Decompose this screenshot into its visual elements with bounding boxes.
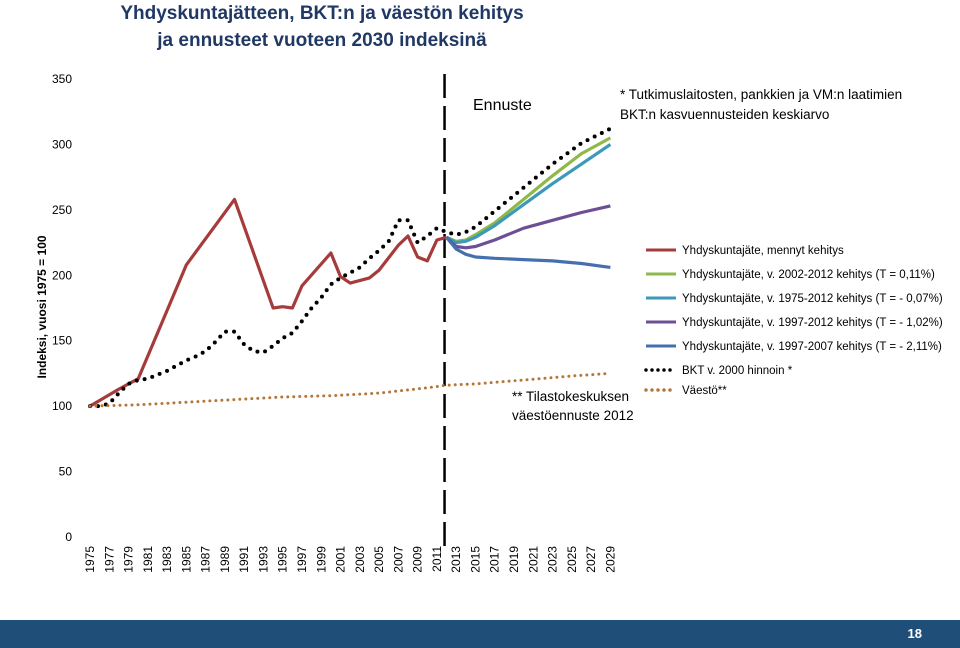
title-line-2: ja ennusteet vuoteen 2030 indeksinä (157, 30, 487, 51)
y-tick-label: 100 (52, 399, 72, 413)
gdp-note-line-2: BKT:n kasvuennusteiden keskiarvo (620, 107, 829, 122)
series-line-yhdyskuntaj-te-mennyt-kehitys (89, 197, 447, 408)
x-tick-label: 2025 (565, 546, 579, 573)
x-tick-label: 2001 (334, 546, 348, 573)
x-tick-label: 2021 (526, 546, 540, 573)
gdp-note-line-1: * Tutkimuslaitosten, pankkien ja VM:n la… (620, 87, 902, 102)
y-tick-label: 50 (59, 465, 73, 479)
x-tick-label: 1987 (199, 546, 213, 573)
page-title: Yhdyskuntajätteen, BKT:n ja väestön kehi… (72, 0, 572, 54)
series-line-v-est (88, 371, 612, 408)
page-number: 18 (907, 626, 922, 641)
series-line-yhdyskuntaj-te-v-1997-2007-kehitys-t-2-11 (445, 236, 611, 269)
title-line-1: Yhdyskuntajätteen, BKT:n ja väestön kehi… (120, 3, 524, 24)
y-tick-label: 0 (65, 530, 72, 544)
x-tick-label: 1985 (179, 546, 193, 573)
y-tick-label: 250 (52, 203, 72, 217)
legend-label-bkt-v-2000-hinnoin: BKT v. 2000 hinnoin * (682, 365, 793, 377)
x-tick-label: 2019 (507, 546, 521, 573)
y-tick-label: 150 (52, 334, 72, 348)
x-axis-ticks: 1975 1977 1979 1981 1983 1985 1987 1989 1991 1993… (83, 546, 617, 573)
x-tick-label: 2017 (488, 546, 502, 573)
y-axis-label: Indeksi, vuosi 1975 = 100 (35, 235, 49, 378)
legend-label-yhdyskuntaj-te-v-1975-2012-kehitys-t-0-07: Yhdyskuntajäte, v. 1975-2012 kehitys (T … (682, 293, 943, 305)
x-tick-label: 1997 (295, 546, 309, 573)
y-tick-label: 300 (52, 137, 72, 151)
x-tick-label: 2027 (584, 546, 598, 573)
population-note-line-1: ** Tilastokeskuksen (512, 389, 629, 404)
series-layer (88, 126, 613, 409)
legend-label-yhdyskuntaj-te-v-1997-2012-kehitys-t-1-02: Yhdyskuntajäte, v. 1997-2012 kehitys (T … (682, 317, 943, 329)
x-tick-label: 2011 (430, 546, 444, 572)
x-tick-label: 1983 (160, 546, 174, 573)
x-tick-label: 2029 (603, 546, 617, 573)
x-tick-label: 2015 (468, 546, 482, 573)
x-tick-label: 1993 (256, 546, 270, 573)
series-line-yhdyskuntaj-te-v-1997-2012-kehitys-t-1-02 (445, 204, 611, 250)
series-line-bkt-v-2000-hinnoin (88, 126, 613, 409)
x-tick-label: 1979 (122, 546, 136, 573)
x-tick-label: 2003 (353, 546, 367, 573)
x-tick-label: 1995 (276, 546, 290, 573)
x-tick-label: 2013 (449, 546, 463, 573)
forecast-label: Ennuste (473, 97, 532, 114)
legend: Yhdyskuntajäte, mennyt kehitys Yhdyskunta… (644, 245, 943, 397)
footer-bar: 18 (0, 620, 960, 648)
x-tick-label: 2005 (372, 546, 386, 573)
series-line-yhdyskuntaj-te-v-1975-2012-kehitys-t-0-07 (445, 143, 612, 245)
population-note-line-2: väestöennuste 2012 (512, 408, 634, 423)
x-tick-label: 2009 (411, 546, 425, 573)
y-tick-label: 350 (52, 72, 72, 86)
x-tick-label: 1989 (218, 546, 232, 573)
x-tick-label: 2023 (546, 546, 560, 573)
x-tick-label: 2007 (391, 546, 405, 573)
legend-label-yhdyskuntaj-te-v-1997-2007-kehitys-t-2-11: Yhdyskuntajäte, v. 1997-2007 kehitys (T … (682, 341, 942, 353)
y-axis-ticks: 0 50 100 150 200 250 300 350 (52, 72, 72, 544)
y-tick-label: 200 (52, 268, 72, 282)
x-tick-label: 1977 (102, 546, 116, 573)
legend-label-v-est: Väestö** (682, 385, 727, 397)
x-tick-label: 1991 (237, 546, 251, 573)
legend-label-yhdyskuntaj-te-v-2002-2012-kehitys-t-0-11: Yhdyskuntajäte, v. 2002-2012 kehitys (T … (682, 269, 935, 281)
x-tick-label: 1999 (314, 546, 328, 573)
x-tick-label: 1975 (83, 546, 97, 573)
x-tick-label: 1981 (141, 546, 155, 573)
legend-label-yhdyskuntaj-te-mennyt-kehitys: Yhdyskuntajäte, mennyt kehitys (682, 245, 844, 257)
